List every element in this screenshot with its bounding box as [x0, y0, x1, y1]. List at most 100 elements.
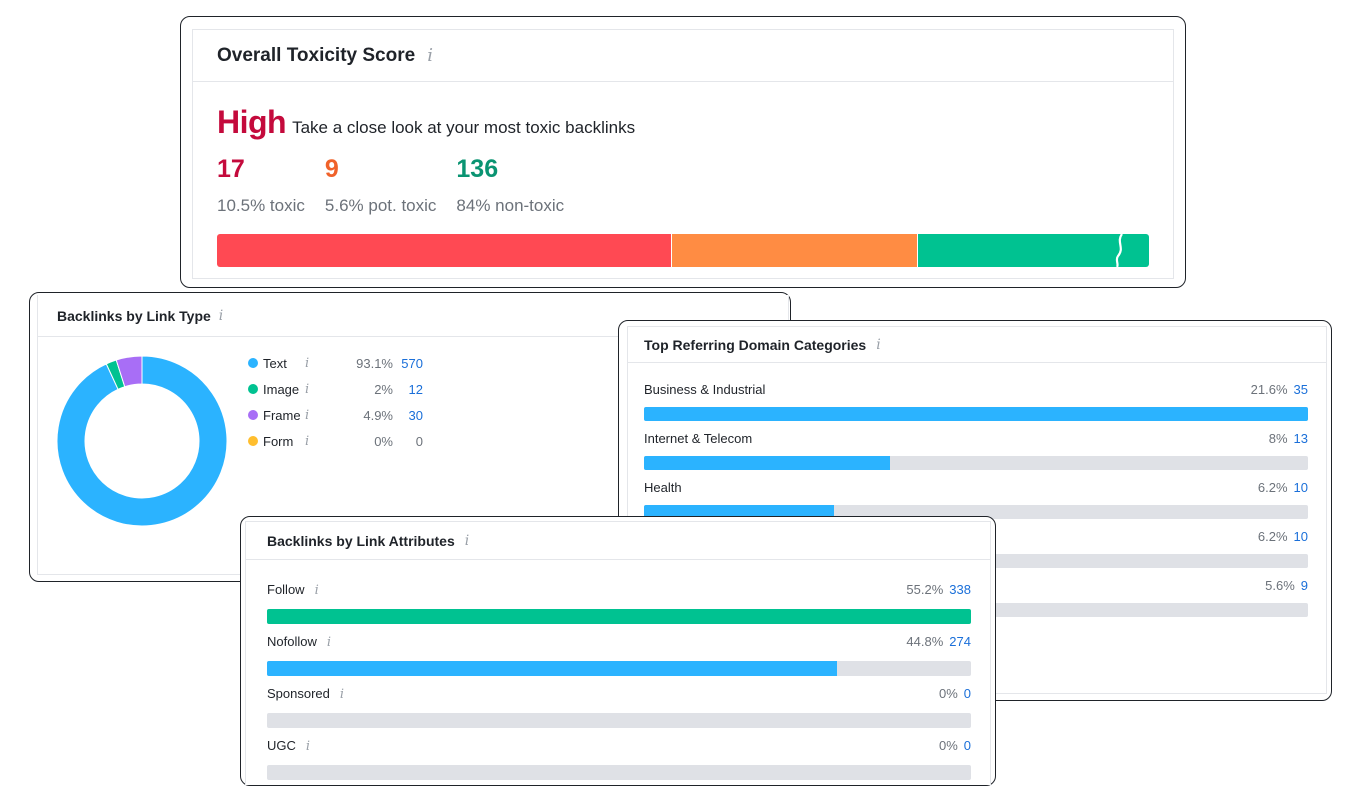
category-bar-track: [644, 407, 1308, 421]
attribute-label: Follow: [267, 582, 305, 597]
category-label: Health: [644, 480, 682, 495]
attribute-pct: 0%: [938, 738, 958, 753]
potentially-toxic-count[interactable]: 9: [324, 155, 339, 183]
attribute-pct: 44.8%: [906, 634, 944, 649]
info-icon[interactable]: i: [305, 381, 310, 397]
toxicity-level: High: [217, 104, 287, 140]
category-row: Business & Industrial 21.6% 35: [644, 382, 1308, 431]
info-icon[interactable]: i: [427, 45, 433, 66]
info-icon[interactable]: i: [305, 739, 311, 754]
info-icon[interactable]: i: [305, 407, 310, 423]
link-type-donut-chart: [56, 355, 228, 527]
donut-slice-text[interactable]: [56, 355, 228, 527]
category-bar-track: [644, 505, 1308, 519]
info-icon[interactable]: i: [218, 307, 224, 324]
attribute-count[interactable]: 274: [949, 634, 971, 649]
attribute-label: UGC: [267, 738, 296, 753]
legend-label: Text: [263, 355, 287, 371]
non-toxic-label: 84% non-toxic: [456, 196, 565, 215]
info-icon[interactable]: i: [305, 355, 310, 371]
potentially-toxic-segment: [670, 234, 917, 267]
form-dot: [248, 436, 258, 446]
link-type-legend: Text i 93.1% 570 Image i 2% 12 Frame i 4…: [248, 350, 423, 454]
category-pct: 8%: [1268, 431, 1288, 446]
link-attributes-title: Backlinks by Link Attributes: [267, 532, 455, 549]
non-toxic-stat: 136 84% non-toxic: [456, 154, 564, 216]
category-count[interactable]: 10: [1293, 529, 1308, 544]
attribute-bar-track: [267, 765, 971, 780]
legend-count[interactable]: 12: [408, 381, 423, 397]
toxicity-bar: [217, 234, 1149, 267]
category-pct: 5.6%: [1265, 578, 1295, 593]
legend-label: Image: [263, 381, 300, 397]
attribute-pct: 0%: [938, 686, 958, 701]
category-bar-fill: [644, 505, 834, 519]
category-label: Business & Industrial: [644, 382, 766, 397]
link-type-title: Backlinks by Link Type: [57, 307, 211, 324]
toxic-segment: [217, 234, 671, 267]
legend-label: Form: [263, 433, 294, 449]
legend-label: Frame: [263, 407, 301, 423]
frame-dot: [248, 410, 258, 420]
category-count[interactable]: 10: [1293, 480, 1308, 495]
category-bar-track: [644, 456, 1308, 470]
category-count[interactable]: 9: [1300, 578, 1308, 593]
legend-count: 0: [415, 433, 423, 449]
category-pct: 21.6%: [1250, 382, 1288, 397]
info-icon[interactable]: i: [464, 532, 470, 549]
attribute-count[interactable]: 0: [963, 686, 971, 701]
attribute-count[interactable]: 0: [963, 738, 971, 753]
link-attributes-widget: Backlinks by Link Attributes i Follow i 5…: [245, 521, 991, 785]
non-toxic-count[interactable]: 136: [456, 155, 499, 183]
toxicity-risk: High Take a close look at your most toxi…: [217, 104, 635, 141]
legend-pct: 0%: [374, 433, 393, 449]
attribute-pct: 55.2%: [906, 582, 944, 597]
attribute-count[interactable]: 338: [949, 582, 971, 597]
potentially-toxic-label: 5.6% pot. toxic: [324, 196, 437, 215]
toxicity-stats: 17 10.5% toxic 9 5.6% pot. toxic 136 84%…: [217, 154, 584, 216]
legend-row-text[interactable]: Text i 93.1% 570: [248, 350, 423, 376]
toxic-stat: 17 10.5% toxic: [217, 154, 305, 216]
attribute-bar-fill: [267, 661, 838, 676]
attribute-list: Follow i 55.2% 338 Nofollow i 44.8% 274 Spon…: [267, 582, 971, 790]
toxicity-score-card: Overall Toxicity Score i High Take a clo…: [180, 16, 1186, 288]
category-label: Internet & Telecom: [644, 431, 753, 446]
text-dot: [248, 358, 258, 368]
toxicity-header: Overall Toxicity Score i: [193, 30, 1173, 82]
category-count[interactable]: 35: [1293, 382, 1308, 397]
category-count[interactable]: 13: [1293, 431, 1308, 446]
attribute-label: Sponsored: [267, 686, 330, 701]
legend-row-image[interactable]: Image i 2% 12: [248, 376, 423, 402]
potentially-toxic-stat: 9 5.6% pot. toxic: [325, 154, 437, 216]
attribute-bar-track: [267, 713, 971, 728]
attribute-row-nofollow: Nofollow i 44.8% 274: [267, 634, 971, 686]
info-icon[interactable]: i: [326, 635, 332, 650]
domain-categories-title: Top Referring Domain Categories: [644, 336, 867, 353]
toxicity-title: Overall Toxicity Score: [217, 44, 416, 66]
legend-row-frame[interactable]: Frame i 4.9% 30: [248, 402, 423, 428]
attribute-row-ugc: UGC i 0% 0: [267, 738, 971, 790]
category-bar-fill: [644, 456, 890, 470]
donut-slice-frame[interactable]: [115, 355, 143, 388]
image-dot: [248, 384, 258, 394]
info-icon[interactable]: i: [876, 336, 881, 353]
category-row: Internet & Telecom 8% 13: [644, 431, 1308, 480]
legend-count[interactable]: 30: [408, 407, 423, 423]
toxic-count[interactable]: 17: [217, 155, 245, 183]
toxicity-message: Take a close look at your most toxic bac…: [292, 118, 636, 137]
legend-pct: 4.9%: [363, 407, 393, 423]
legend-row-form[interactable]: Form i 0% 0: [248, 428, 423, 454]
info-icon[interactable]: i: [339, 687, 345, 702]
attribute-label: Nofollow: [267, 634, 317, 649]
info-icon[interactable]: i: [305, 433, 310, 449]
legend-count[interactable]: 570: [401, 355, 423, 371]
category-bar-fill: [644, 407, 1308, 421]
attribute-bar-track: [267, 661, 971, 676]
info-icon[interactable]: i: [314, 583, 319, 598]
legend-pct: 2%: [374, 381, 393, 397]
category-pct: 6.2%: [1257, 529, 1288, 544]
attribute-row-sponsored: Sponsored i 0% 0: [267, 686, 971, 738]
link-attributes-header: Backlinks by Link Attributes i: [246, 522, 990, 560]
link-attributes-card: Backlinks by Link Attributes i Follow i 5…: [240, 516, 996, 786]
non-toxic-segment: [916, 234, 1149, 267]
